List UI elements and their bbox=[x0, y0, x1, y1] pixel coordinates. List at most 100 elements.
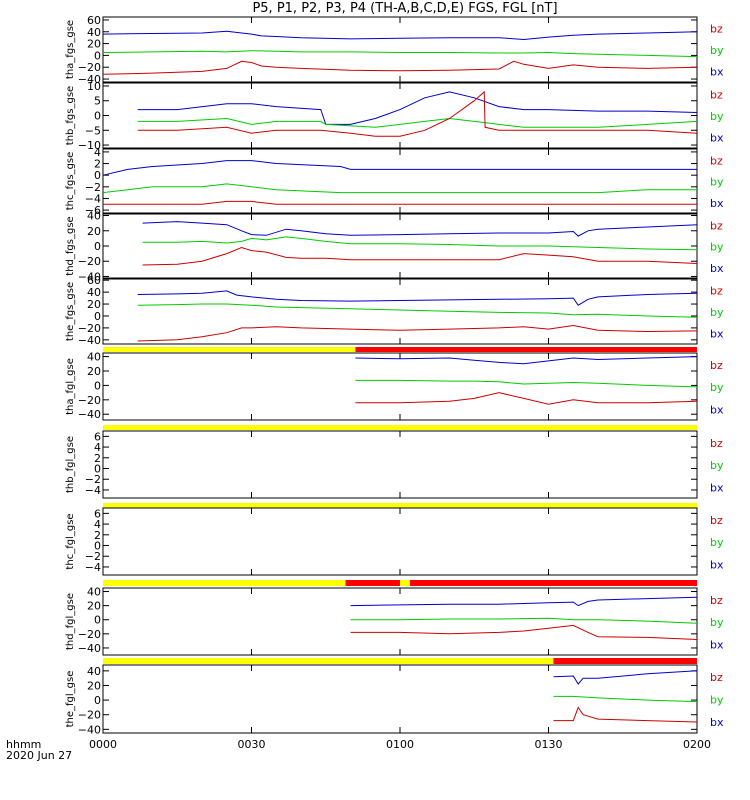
y-tick-label: 2 bbox=[94, 529, 101, 542]
y-tick-label: 20 bbox=[87, 365, 101, 378]
series-line-bx bbox=[102, 160, 697, 176]
legend-label: bx bbox=[710, 328, 724, 341]
y-tick-label: 40 bbox=[87, 26, 101, 39]
series-line-bz bbox=[553, 706, 698, 723]
x-tick-label: 0200 bbox=[683, 738, 711, 751]
y-tick-label: 60 bbox=[87, 274, 101, 287]
series-line-bx bbox=[137, 91, 698, 125]
legend-label: by bbox=[710, 176, 724, 189]
status-bar-segment bbox=[103, 580, 346, 586]
legend-label: by bbox=[710, 306, 724, 319]
legend-label: by bbox=[710, 616, 724, 629]
series-line-bx bbox=[553, 670, 698, 685]
legend-label: bz bbox=[710, 437, 723, 450]
series-line-by bbox=[137, 117, 698, 128]
panel-frame bbox=[102, 430, 698, 499]
y-tick-label: 60 bbox=[87, 14, 101, 27]
y-axis-label: tha_fgs_gse bbox=[65, 20, 76, 79]
y-axis-label: thc_fgl_gse bbox=[65, 513, 76, 569]
y-axis-label: the_fgs_gse bbox=[65, 282, 76, 341]
legend-label: by bbox=[710, 694, 724, 707]
y-axis-label: thc_fgs_gse bbox=[65, 152, 76, 211]
y-tick-label: −20 bbox=[78, 394, 101, 407]
legend-label: bz bbox=[710, 220, 723, 233]
legend-label: by bbox=[710, 44, 724, 57]
series-line-bx bbox=[142, 221, 698, 237]
status-bar-segment bbox=[103, 425, 697, 430]
date-label: 2020 Jun 27 bbox=[6, 749, 73, 762]
y-tick-label: 10 bbox=[87, 80, 101, 93]
y-tick-label: −2 bbox=[85, 550, 101, 563]
legend-label: by bbox=[710, 536, 724, 549]
series-line-bz bbox=[137, 90, 698, 137]
series-line-by bbox=[355, 379, 698, 388]
series-line-bz bbox=[350, 624, 698, 640]
series-line-bx bbox=[102, 30, 698, 41]
series-line-by bbox=[142, 236, 698, 251]
y-tick-label: −40 bbox=[78, 723, 101, 736]
legend-label: bx bbox=[710, 262, 724, 275]
y-tick-label: 20 bbox=[87, 679, 101, 692]
y-axis-label: tha_fgl_gse bbox=[65, 358, 76, 415]
chart-title: P5, P1, P2, P3, P4 (TH-A,B,C,D,E) FGS, F… bbox=[252, 1, 558, 16]
legend-label: bx bbox=[710, 197, 724, 210]
legend-label: bz bbox=[710, 671, 723, 684]
legend-label: bx bbox=[710, 558, 724, 571]
y-tick-label: 0 bbox=[94, 694, 101, 707]
time-format-label: hhmm bbox=[6, 738, 42, 751]
series-line-bz bbox=[137, 324, 698, 342]
status-bar-segment bbox=[103, 658, 554, 664]
y-tick-label: 6 bbox=[94, 507, 101, 520]
panel-frame bbox=[102, 16, 698, 83]
y-tick-label: −6 bbox=[85, 204, 101, 217]
series-line-bz bbox=[355, 392, 698, 405]
series-line-by bbox=[102, 183, 697, 194]
legend-label: by bbox=[710, 241, 724, 254]
x-tick-label: 0000 bbox=[89, 738, 117, 751]
y-tick-label: −20 bbox=[78, 322, 101, 335]
y-tick-label: −40 bbox=[78, 270, 101, 283]
panel-frame bbox=[102, 82, 698, 149]
y-tick-label: 20 bbox=[87, 38, 101, 51]
y-tick-label: 0 bbox=[94, 614, 101, 627]
legend-label: bx bbox=[710, 638, 724, 651]
series-line-bx bbox=[137, 290, 698, 306]
panel-frame bbox=[102, 278, 698, 345]
legend-label: bx bbox=[710, 403, 724, 416]
series-line-bx bbox=[350, 596, 698, 607]
legend-label: by bbox=[710, 381, 724, 394]
panel-frame bbox=[102, 507, 698, 576]
legend-label: by bbox=[710, 459, 724, 472]
legend-label: bz bbox=[710, 285, 723, 298]
legend-label: bx bbox=[710, 132, 724, 145]
y-tick-label: −4 bbox=[85, 561, 101, 574]
y-tick-label: 20 bbox=[87, 298, 101, 311]
legend-label: bz bbox=[710, 359, 723, 372]
status-bar-segment bbox=[345, 580, 400, 586]
y-tick-label: 40 bbox=[87, 586, 101, 599]
y-tick-label: −40 bbox=[78, 73, 101, 86]
y-tick-label: −40 bbox=[78, 642, 101, 655]
status-bar-segment bbox=[103, 347, 356, 352]
series-line-by bbox=[137, 303, 698, 318]
y-tick-label: −20 bbox=[78, 709, 101, 722]
y-axis-label: thb_fgs_gse bbox=[65, 86, 76, 145]
y-tick-label: 0 bbox=[94, 540, 101, 553]
series-line-bx bbox=[355, 356, 698, 365]
status-bar-segment bbox=[409, 580, 697, 586]
y-tick-label: 0 bbox=[94, 110, 101, 123]
legend-label: bz bbox=[710, 89, 723, 102]
y-axis-label: thd_fgl_gse bbox=[65, 593, 76, 650]
y-tick-label: 40 bbox=[87, 665, 101, 678]
x-tick-label: 0030 bbox=[238, 738, 266, 751]
y-tick-label: 0 bbox=[94, 240, 101, 253]
legend-label: bx bbox=[710, 66, 724, 79]
legend-label: bx bbox=[710, 716, 724, 729]
y-tick-label: −5 bbox=[85, 124, 101, 137]
y-tick-label: 0 bbox=[94, 463, 101, 476]
y-axis-label: thb_fgl_gse bbox=[65, 436, 76, 493]
y-tick-label: −10 bbox=[78, 139, 101, 152]
x-tick-label: 0100 bbox=[386, 738, 414, 751]
y-tick-label: 2 bbox=[94, 452, 101, 465]
